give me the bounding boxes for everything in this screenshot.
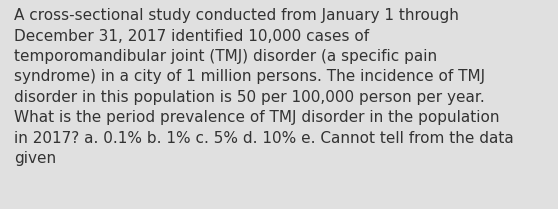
Text: A cross-sectional study conducted from January 1 through
December 31, 2017 ident: A cross-sectional study conducted from J… [14, 8, 513, 166]
